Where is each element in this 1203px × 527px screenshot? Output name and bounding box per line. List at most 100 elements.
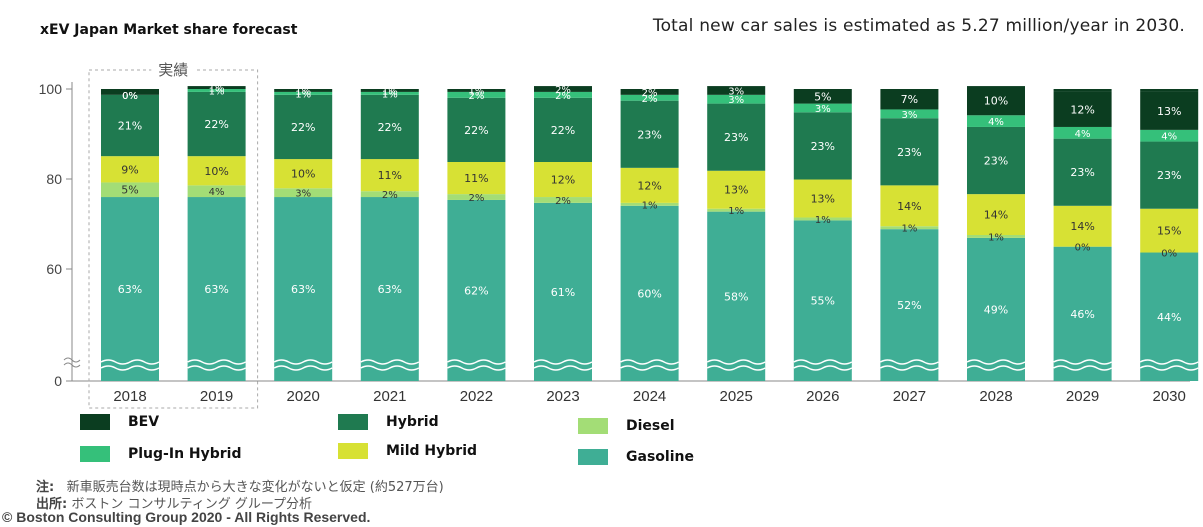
- bar-segment-plug-in-hybrid: [187, 89, 246, 92]
- bar-segment-hybrid: [534, 97, 592, 162]
- data-label-bev: 0%: [122, 91, 138, 102]
- x-tick-label: 2029: [1066, 388, 1099, 405]
- legend-swatch-plug-in-hybrid: [80, 446, 110, 462]
- data-label-diesel: 1%: [901, 224, 917, 235]
- data-label-bev: 7%: [901, 93, 918, 106]
- bar-break-line: [360, 365, 420, 371]
- data-label-plug-in-hybrid: 1%: [209, 86, 225, 97]
- bar-segment-hybrid: [360, 94, 419, 160]
- bar-cap: [101, 89, 159, 95]
- data-label-mild-hybrid: 12%: [637, 179, 661, 192]
- bar-segment-bev: [187, 86, 246, 89]
- bar-break-line: [880, 359, 939, 365]
- data-label-mild-hybrid: 13%: [724, 184, 748, 197]
- bar-break-line: [793, 359, 853, 365]
- data-label-bev: 12%: [1070, 103, 1094, 116]
- bar-segment-bev: [274, 89, 333, 92]
- data-label-diesel: 0%: [1161, 249, 1177, 260]
- bar-segment-mild-hybrid: [447, 162, 506, 195]
- bar-segment-plug-in-hybrid: [360, 91, 419, 95]
- data-label-hybrid: 23%: [897, 146, 921, 159]
- bar-segment-plug-in-hybrid: [967, 115, 1025, 127]
- bar-break-line: [1053, 365, 1112, 371]
- data-label-gasoline: 62%: [464, 284, 488, 297]
- bar-segment-plug-in-hybrid: [447, 91, 506, 98]
- data-label-bev: 1%: [209, 84, 225, 95]
- y-tick-label: 80: [46, 171, 62, 187]
- x-tick-label: 2028: [979, 388, 1012, 405]
- data-label-plug-in-hybrid: 1%: [382, 89, 398, 100]
- bar-segment-gasoline: [793, 220, 852, 381]
- data-label-bev: 1%: [468, 86, 484, 97]
- x-tick-label: 2024: [633, 388, 666, 405]
- bar-segment-plug-in-hybrid: [880, 109, 939, 119]
- data-label-mild-hybrid: 14%: [1070, 220, 1094, 233]
- data-label-diesel: 2%: [555, 196, 571, 207]
- data-label-plug-in-hybrid: 4%: [1161, 132, 1177, 143]
- data-label-mild-hybrid: 11%: [378, 169, 402, 182]
- bar-segment-mild-hybrid: [101, 156, 159, 183]
- bar-segment-diesel: [620, 202, 679, 206]
- bar-break-line: [620, 365, 679, 371]
- bar-break-line: [273, 359, 333, 365]
- bar-break-line: [1139, 365, 1199, 371]
- copyright: © Boston Consulting Group 2020 - All Rig…: [2, 509, 371, 525]
- bar-segment-gasoline: [534, 202, 592, 381]
- data-label-hybrid: 22%: [378, 121, 402, 134]
- bar-segment-gasoline: [360, 197, 419, 381]
- data-label-hybrid: 22%: [464, 124, 488, 137]
- data-label-mild-hybrid: 9%: [121, 163, 138, 176]
- bar-segment-gasoline: [1053, 246, 1112, 381]
- bar-segment-mild-hybrid: [620, 167, 679, 203]
- data-label-diesel: 1%: [988, 232, 1004, 243]
- bar-segment-bev: [793, 89, 852, 104]
- bar-break-line: [273, 365, 333, 371]
- data-label-hybrid: 23%: [1157, 169, 1181, 182]
- data-label-plug-in-hybrid: 2%: [468, 91, 484, 102]
- bar-break-line: [620, 359, 679, 365]
- bar-break-line: [966, 359, 1026, 365]
- bar-segment-bev: [1053, 91, 1112, 127]
- data-label-plug-in-hybrid: 1%: [295, 89, 311, 100]
- data-label-gasoline: 58%: [724, 290, 748, 303]
- data-label-gasoline: 49%: [984, 303, 1008, 316]
- data-label-plug-in-hybrid: 3%: [815, 104, 831, 115]
- bar-segment-gasoline: [101, 197, 159, 381]
- bar-segment-mild-hybrid: [1053, 205, 1112, 247]
- bar-segment-plug-in-hybrid: [534, 91, 592, 98]
- bar-segment-diesel: [447, 194, 506, 200]
- bar-segment-mild-hybrid: [534, 162, 592, 198]
- bar-segment-gasoline: [447, 199, 506, 381]
- legend-label-gasoline: Gasoline: [626, 449, 694, 465]
- x-tick-label: 2019: [200, 388, 233, 405]
- legend-swatch-gasoline: [578, 449, 608, 465]
- bar-segment-bev: [967, 86, 1025, 116]
- data-label-mild-hybrid: 12%: [551, 174, 575, 187]
- actual-label-gap: [151, 64, 196, 76]
- data-label-gasoline: 63%: [291, 283, 315, 296]
- data-label-mild-hybrid: 10%: [204, 165, 228, 178]
- data-label-plug-in-hybrid: 0%: [122, 91, 138, 102]
- legend-label-hybrid: Hybrid: [386, 414, 439, 430]
- chart-subtitle: Total new car sales is estimated as 5.27…: [652, 16, 1185, 36]
- bar-break-line: [533, 365, 593, 371]
- data-label-gasoline: 46%: [1070, 308, 1094, 321]
- stacked-bar-chart: 0 60 80 100 実績 63% 5% 9% 21% 0% 0% 2018 63% 4% 10% 22% 1…: [39, 61, 1199, 409]
- bar-cap: [1053, 89, 1112, 92]
- source-text: ボストン コンサルティング グループ分析: [71, 497, 313, 512]
- legend-label-diesel: Diesel: [626, 418, 675, 434]
- data-label-diesel: 5%: [121, 184, 138, 197]
- bar-segment-hybrid: [880, 118, 939, 186]
- x-tick-label: 2020: [287, 388, 320, 405]
- bar-segment-bev: [534, 86, 592, 92]
- bar-break-line: [706, 359, 766, 365]
- bar-segment-hybrid: [707, 103, 766, 171]
- bar-segment-bev: [707, 86, 766, 95]
- footnote-text: 新車販売台数は現時点から大きな変化がないと仮定 (約527万台): [66, 480, 444, 495]
- data-label-bev: 10%: [984, 95, 1008, 108]
- bar-segment-plug-in-hybrid: [1053, 126, 1112, 139]
- legend-label-bev: BEV: [128, 414, 160, 430]
- data-label-plug-in-hybrid: 4%: [1075, 129, 1091, 140]
- actual-results-label: 実績: [158, 61, 188, 79]
- bar-segment-bev: [1140, 91, 1199, 130]
